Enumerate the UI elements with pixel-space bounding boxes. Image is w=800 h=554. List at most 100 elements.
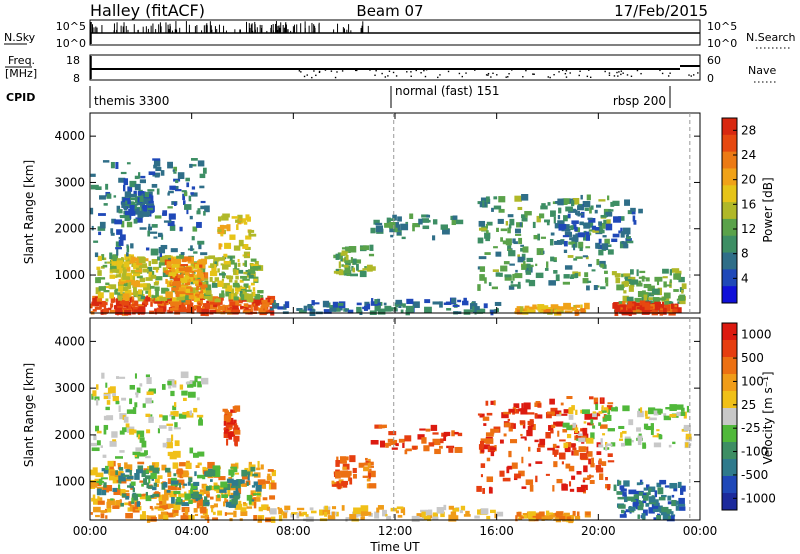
colorbar-segment bbox=[722, 202, 737, 220]
scatter-cell bbox=[547, 202, 551, 206]
scatter-cell bbox=[202, 466, 207, 471]
scatter-cell bbox=[482, 200, 485, 207]
scatter-cell bbox=[553, 461, 558, 468]
scatter-cell bbox=[140, 203, 144, 208]
scatter-cell bbox=[223, 260, 231, 267]
scatter-cell bbox=[203, 293, 211, 300]
scatter-cell bbox=[187, 391, 196, 398]
scatter-cell bbox=[91, 497, 94, 502]
scatter-cell bbox=[97, 298, 103, 303]
scatter-cell bbox=[648, 297, 653, 301]
scatter-cell bbox=[660, 494, 667, 498]
scatter-cell bbox=[250, 282, 255, 286]
scatter-cell bbox=[676, 298, 683, 301]
scatter-cell bbox=[400, 309, 404, 313]
scatter-cell bbox=[131, 497, 134, 503]
scatter-cell bbox=[574, 310, 580, 314]
scatter-cell bbox=[119, 489, 126, 493]
scatter-cell bbox=[173, 490, 181, 495]
scatter-cell bbox=[154, 215, 162, 219]
scatter-cell bbox=[115, 470, 118, 476]
scatter-cell bbox=[622, 305, 627, 311]
scatter-cell bbox=[146, 482, 149, 489]
scatter-cell bbox=[197, 491, 204, 496]
nave-point bbox=[415, 69, 417, 72]
scatter-cell bbox=[141, 194, 148, 199]
scatter-cell bbox=[171, 301, 178, 307]
scatter-cell bbox=[674, 307, 682, 313]
scatter-cell bbox=[572, 271, 579, 275]
scatter-cell bbox=[364, 266, 367, 270]
scatter-cell bbox=[159, 252, 162, 258]
nave-point bbox=[439, 74, 441, 76]
scatter-cell bbox=[427, 509, 433, 515]
scatter-cell bbox=[126, 464, 133, 471]
scatter-cell bbox=[140, 175, 146, 179]
nave-point bbox=[626, 74, 629, 76]
x-tick-label: 04:00 bbox=[174, 524, 209, 538]
scatter-cell bbox=[572, 224, 577, 230]
scatter-cell bbox=[162, 442, 168, 448]
scatter-cell bbox=[385, 514, 388, 517]
scatter-cell bbox=[135, 290, 140, 298]
scatter-cell bbox=[527, 420, 534, 426]
scatter-cell bbox=[384, 305, 392, 312]
scatter-cell bbox=[226, 224, 231, 232]
scatter-cell bbox=[624, 438, 632, 446]
scatter-cell bbox=[252, 265, 261, 270]
scatter-cell bbox=[454, 446, 463, 453]
scatter-cell bbox=[519, 420, 526, 424]
scatter-cell bbox=[574, 226, 578, 232]
scatter-cell bbox=[96, 430, 102, 434]
scatter-cell bbox=[191, 498, 197, 503]
colorbar-tick-label: 25 bbox=[741, 398, 756, 412]
scatter-cell bbox=[624, 436, 631, 440]
scatter-cell bbox=[685, 433, 692, 440]
scatter-cell bbox=[524, 211, 532, 216]
scatter-cell bbox=[569, 276, 574, 279]
scatter-cell bbox=[197, 272, 204, 278]
scatter-cell bbox=[213, 301, 220, 307]
scatter-cell bbox=[137, 297, 144, 302]
scatter-cell bbox=[97, 270, 102, 276]
scatter-cell bbox=[180, 252, 185, 256]
scatter-cell bbox=[115, 241, 122, 247]
scatter-cell bbox=[196, 274, 204, 282]
scatter-cell bbox=[277, 306, 286, 310]
scatter-cell bbox=[97, 488, 102, 496]
scatter-cell bbox=[598, 411, 603, 414]
scatter-cell bbox=[291, 512, 298, 515]
scatter-cell bbox=[147, 210, 155, 213]
scatter-cell bbox=[586, 285, 590, 291]
scatter-cell bbox=[190, 192, 194, 195]
scatter-cell bbox=[558, 207, 562, 214]
scatter-cell bbox=[186, 182, 190, 188]
scatter-cell bbox=[580, 308, 586, 314]
scatter-cell bbox=[148, 260, 151, 267]
scatter-cell bbox=[338, 269, 344, 276]
scatter-cell bbox=[445, 301, 452, 305]
colorbar-segment bbox=[722, 425, 737, 443]
scatter-cell bbox=[133, 190, 137, 196]
scatter-cell bbox=[228, 427, 233, 430]
scatter-cell bbox=[226, 512, 234, 515]
scatter-cell bbox=[640, 407, 643, 413]
scatter-cell bbox=[224, 499, 229, 504]
scatter-cell bbox=[669, 482, 678, 489]
scatter-cell bbox=[622, 405, 630, 412]
scatter-cell bbox=[234, 405, 241, 412]
scatter-cell bbox=[298, 309, 307, 314]
scatter-cell bbox=[131, 300, 139, 306]
scatter-cell bbox=[560, 402, 564, 406]
scatter-cell bbox=[278, 515, 283, 522]
scatter-cell bbox=[123, 261, 130, 268]
scatter-cell bbox=[622, 227, 631, 235]
scatter-cell bbox=[168, 213, 176, 220]
scatter-cell bbox=[586, 437, 594, 444]
scatter-cell bbox=[395, 443, 399, 447]
scatter-cell bbox=[155, 269, 159, 273]
scatter-cell bbox=[563, 512, 570, 518]
scatter-cell bbox=[133, 499, 139, 503]
y-tick-label: 2000 bbox=[54, 428, 85, 442]
